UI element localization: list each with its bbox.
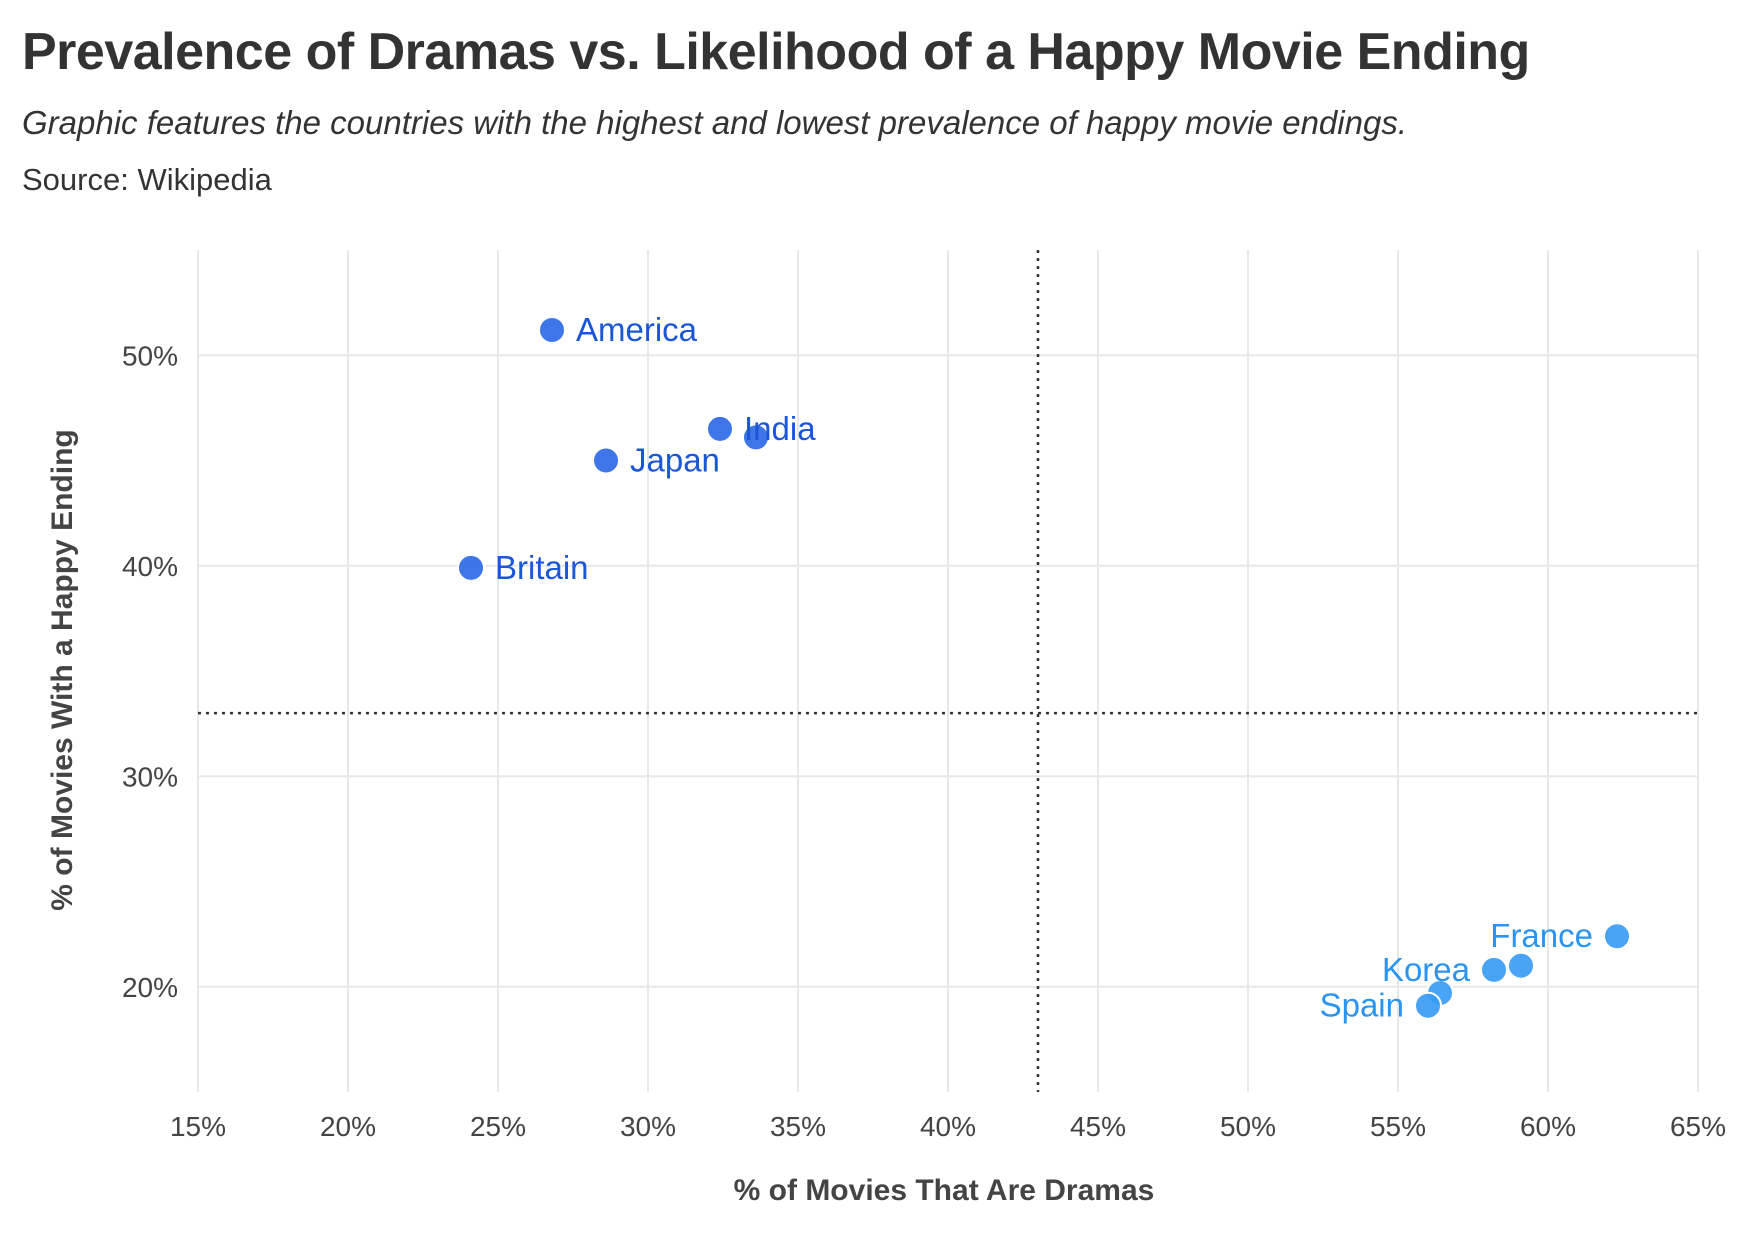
data-point[interactable] [742, 423, 770, 452]
data-point[interactable] [592, 446, 620, 475]
data-point[interactable] [457, 553, 485, 582]
data-point[interactable] [1603, 922, 1631, 951]
y-axis-title: % of Movies With a Happy Ending [46, 429, 79, 910]
y-tick-label: 20% [122, 972, 178, 1003]
data-point[interactable] [1414, 991, 1442, 1020]
x-tick-label: 60% [1520, 1111, 1576, 1142]
x-tick-label: 40% [920, 1111, 976, 1142]
point-label: Spain [1320, 987, 1404, 1024]
x-tick-label: 55% [1370, 1111, 1426, 1142]
x-tick-label: 25% [470, 1111, 526, 1142]
x-tick-label: 45% [1070, 1111, 1126, 1142]
point-label: America [576, 311, 698, 348]
chart-title: Prevalence of Dramas vs. Likelihood of a… [22, 23, 1530, 81]
point-label: India [744, 410, 816, 447]
x-tick-label: 50% [1220, 1111, 1276, 1142]
x-tick-label: 65% [1670, 1111, 1726, 1142]
point-label: Britain [495, 549, 589, 586]
x-tick-label: 20% [320, 1111, 376, 1142]
reference-lines [198, 250, 1698, 1092]
data-point[interactable] [1480, 955, 1508, 984]
axis-ticks: 15% 20% 25% 30% 35% 40% 45% 50% 55% 60% 65% 20% 30% 4… [122, 340, 1726, 1142]
grid [197, 250, 1699, 1092]
data-point[interactable] [1507, 951, 1535, 980]
point-label: Japan [630, 442, 720, 479]
data-points [457, 315, 1631, 1020]
point-label: France [1490, 917, 1593, 954]
x-tick-label: 30% [620, 1111, 676, 1142]
chart-source: Source: Wikipedia [22, 162, 272, 197]
x-tick-label: 15% [170, 1111, 226, 1142]
x-axis-title: % of Movies That Are Dramas [734, 1174, 1155, 1207]
y-tick-label: 30% [122, 761, 178, 792]
y-tick-label: 40% [122, 551, 178, 582]
x-tick-label: 35% [770, 1111, 826, 1142]
point-label: Korea [1382, 951, 1471, 988]
chart-subtitle: Graphic features the countries with the … [22, 104, 1407, 141]
data-point[interactable] [706, 414, 734, 443]
y-tick-label: 50% [122, 340, 178, 371]
data-point[interactable] [538, 315, 566, 344]
